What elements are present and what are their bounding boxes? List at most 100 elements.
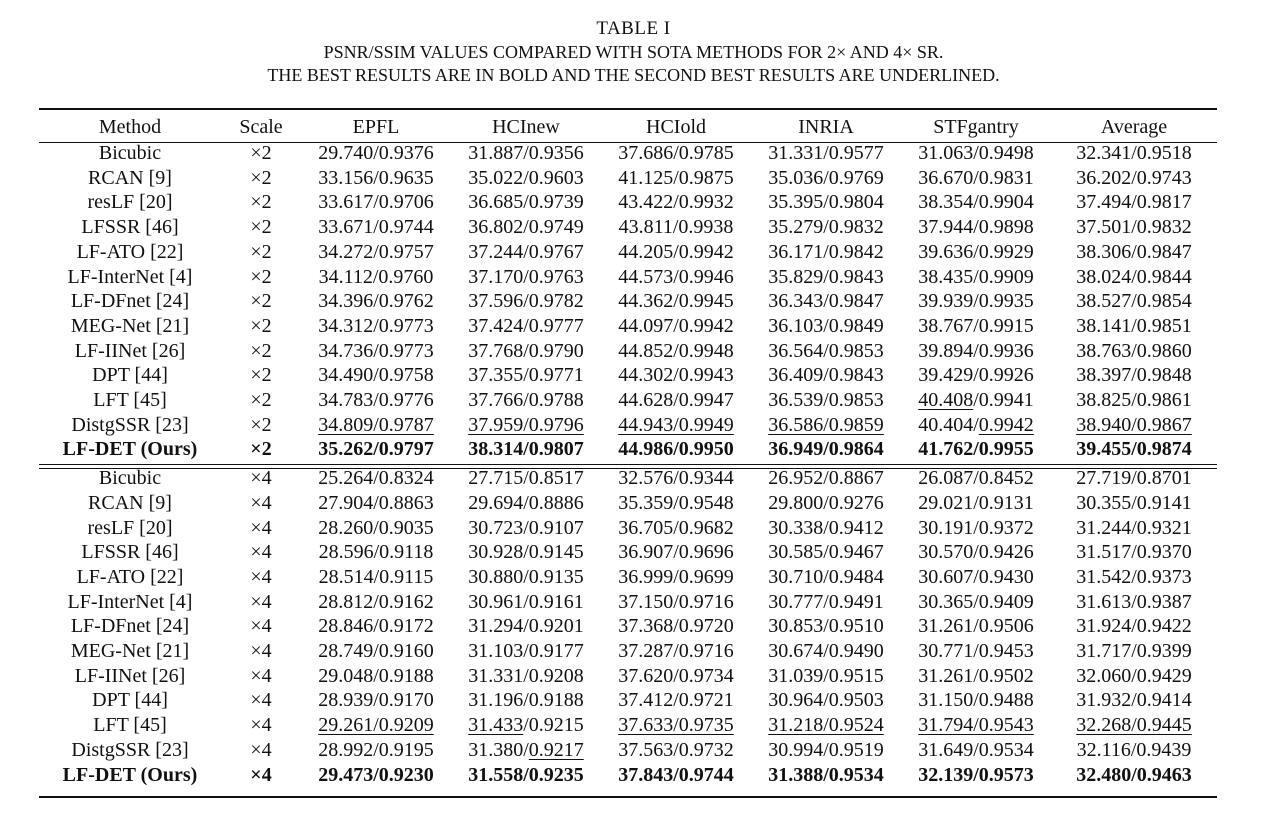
value-cell: 32.139/0.9573 [918, 763, 1034, 786]
value-cell: 38.825/0.9861 [1076, 389, 1192, 412]
value-cell: 30.191/0.9372 [918, 516, 1034, 539]
col-header-scale: Scale [239, 116, 283, 138]
value-cell: 30.928/0.9145 [468, 541, 584, 564]
value-cell: 36.409/0.9843 [768, 364, 884, 387]
col-header-hciold: HCIold [646, 116, 706, 138]
value-cell: 31.150/0.9488 [918, 689, 1034, 712]
value-part: 40.408 [918, 389, 974, 412]
value-cell: 31.331/0.9208 [468, 664, 584, 687]
scale-cell: ×4 [250, 615, 272, 638]
value-cell: 34.396/0.9762 [318, 290, 434, 313]
value-cell: 29.694/0.8886 [468, 491, 584, 514]
value-cell: 33.617/0.9706 [318, 191, 434, 214]
method-cell: LF-InterNet [4] [67, 265, 193, 288]
method-cell: MEG-Net [21] [70, 640, 190, 663]
table-row: DistgSSR [23] ×2 34.809/0.9787 37.959/0.979… [39, 413, 1217, 438]
table-label: TABLE I [596, 18, 671, 39]
value-part: 37.633/0.9735 [618, 714, 734, 737]
value-cell: 36.586/0.9859 [751, 413, 901, 438]
scale-cell: ×4 [250, 565, 272, 588]
value-cell: 28.749/0.9160 [318, 640, 434, 663]
value-cell: 38.940/0.9867 [1051, 413, 1217, 438]
value-cell: 27.719/0.8701 [1076, 467, 1192, 490]
table-row: LF-DET (Ours) ×2 35.262/0.9797 38.314/0.980… [39, 437, 1217, 462]
method-cell: LFT [45] [93, 389, 167, 412]
value-cell: 31.887/0.9356 [468, 142, 584, 164]
value-cell: 34.783/0.9776 [318, 389, 434, 412]
value-cell: 31.932/0.9414 [1076, 689, 1192, 712]
value-cell: 35.829/0.9843 [768, 265, 884, 288]
value-cell: 30.674/0.9490 [768, 640, 884, 663]
value-cell: 32.116/0.9439 [1076, 738, 1192, 761]
scale-cell: ×4 [250, 664, 272, 687]
value-cell: 37.768/0.9790 [468, 339, 584, 362]
value-cell: 28.596/0.9118 [318, 541, 434, 564]
value-cell: 38.763/0.9860 [1076, 339, 1192, 362]
value-cell: 37.766/0.9788 [468, 389, 584, 412]
table-row: Bicubic ×2 29.740/0.9376 31.887/0.9356 37.68… [39, 141, 1217, 166]
value-cell: 31.331/0.9577 [768, 142, 884, 164]
scale-cell: ×2 [250, 438, 272, 461]
value-cell: 37.563/0.9732 [618, 738, 734, 761]
value-cell: 30.880/0.9135 [468, 565, 584, 588]
method-cell: DistgSSR [23] [71, 413, 189, 436]
scale-cell: ×2 [250, 142, 272, 164]
table-row: LF-DFnet [24] ×4 28.846/0.9172 31.294/0.920… [39, 614, 1217, 639]
method-cell: LFSSR [46] [81, 216, 179, 239]
scale-cell: ×2 [250, 290, 272, 313]
value-part: 32.268/0.9445 [1076, 714, 1192, 737]
value-cell: 32.060/0.9429 [1076, 664, 1192, 687]
table-row: LF-IINet [26] ×2 34.736/0.9773 37.768/0.979… [39, 339, 1217, 364]
value-cell: 38.314/0.9807 [468, 438, 584, 461]
value-cell: 33.671/0.9744 [318, 216, 434, 239]
value-cell: 44.986/0.9950 [618, 438, 734, 461]
value-cell: 27.715/0.8517 [468, 467, 584, 490]
value-cell: 37.287/0.9716 [618, 640, 734, 663]
value-cell: 31.380/0.9217 [468, 738, 584, 761]
value-part: 31.218/0.9524 [768, 714, 884, 737]
value-part: 29.261/0.9209 [318, 714, 434, 737]
scale-cell: ×4 [250, 640, 272, 663]
value-cell: 35.262/0.9797 [318, 438, 434, 461]
method-cell: LF-IINet [26] [74, 664, 186, 687]
value-cell: 31.542/0.9373 [1076, 565, 1192, 588]
value-cell: 29.021/0.9131 [918, 491, 1034, 514]
value-part: 34.809/0.9787 [318, 413, 434, 436]
value-cell: 31.261/0.9502 [918, 664, 1034, 687]
table-row: LF-ATO [22] ×2 34.272/0.9757 37.244/0.9767 4… [39, 240, 1217, 265]
value-cell: 36.202/0.9743 [1076, 166, 1192, 189]
value-cell: 31.649/0.9534 [918, 738, 1034, 761]
col-header-method: Method [98, 116, 162, 138]
scale-cell: ×2 [250, 216, 272, 239]
value-cell: 37.501/0.9832 [1076, 216, 1192, 239]
value-cell: 31.261/0.9506 [918, 615, 1034, 638]
method-cell: LF-DFnet [24] [70, 615, 190, 638]
value-cell: 38.306/0.9847 [1076, 240, 1192, 263]
value-cell: 35.036/0.9769 [768, 166, 884, 189]
method-cell: LF-IINet [26] [74, 339, 186, 362]
scale-cell: ×4 [250, 689, 272, 712]
value-part: 31.433 [468, 714, 524, 737]
scale-cell: ×2 [250, 364, 272, 387]
value-cell: 31.433/0.9215 [468, 714, 584, 737]
value-part: 36.586/0.9859 [768, 413, 884, 436]
value-cell: 44.943/0.9949 [601, 413, 751, 438]
value-part: 40.404 [918, 413, 974, 436]
value-cell: 31.613/0.9387 [1076, 590, 1192, 613]
value-part: 31.380 [468, 738, 524, 761]
value-cell: 29.473/0.9230 [318, 763, 434, 786]
value-cell: 29.800/0.9276 [768, 491, 884, 514]
method-cell: DistgSSR [23] [71, 738, 189, 761]
value-cell: 37.494/0.9817 [1076, 191, 1192, 214]
value-cell: 35.279/0.9832 [768, 216, 884, 239]
method-cell: LF-DET (Ours) [62, 438, 198, 461]
table-row: RCAN [9] ×4 27.904/0.8863 29.694/0.8886 35.3… [39, 491, 1217, 516]
table-row: LFSSR [46] ×2 33.671/0.9744 36.802/0.9749 43… [39, 215, 1217, 240]
method-cell: MEG-Net [21] [70, 314, 190, 337]
value-cell: 44.362/0.9945 [618, 290, 734, 313]
value-cell: 31.063/0.9498 [918, 142, 1034, 164]
value-cell: 43.422/0.9932 [618, 191, 734, 214]
scale-cell: ×2 [250, 240, 272, 263]
scale-cell: ×2 [250, 166, 272, 189]
value-cell: 33.156/0.9635 [318, 166, 434, 189]
